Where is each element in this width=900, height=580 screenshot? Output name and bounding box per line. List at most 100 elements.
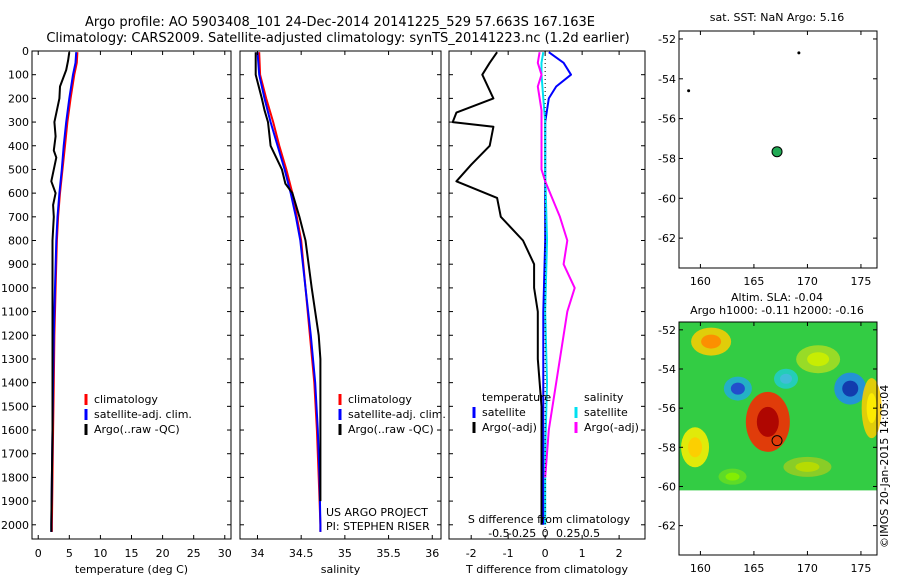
sla-map-title: Altim. SLA: -0.04 (731, 291, 823, 304)
temperature-profile-xtick-label: 0 (35, 547, 42, 560)
difference-xlabel-top: S difference from climatology (468, 513, 631, 526)
sla-anomaly-core (701, 334, 722, 349)
difference-profile-xtick-label: 1 (579, 547, 586, 560)
depth-tick-label: 1800 (1, 471, 29, 484)
depth-tick-label: 0 (22, 45, 29, 58)
sst-map-xtick-label: 170 (797, 275, 818, 288)
salinity-diff-tick-label: 0.25 (556, 527, 581, 540)
sst-map-panel: 160 165 170 175 -52 -54 -56 -58 -60 -62 sat. SST: … (658, 11, 878, 288)
sst-map-ytick-label: -56 (658, 113, 676, 126)
sla-anomaly-core (780, 373, 793, 384)
figure-title-line1: Argo profile: AO 5903408_101 24-Dec-2014… (85, 15, 595, 30)
difference-profile-series-salinity-satellite (540, 52, 548, 525)
sla-map-xtick-label: 170 (797, 562, 818, 575)
salinity-diff-tick-label: -0.5 (488, 527, 509, 540)
depth-tick-label: 400 (8, 140, 29, 153)
sla-map-xtick-label: 160 (690, 562, 711, 575)
salinity-diff-tick-label: 0 (542, 527, 549, 540)
salinity-panel: 34 34.5 35 35.5 36 salinity climatology satelli… (239, 50, 446, 576)
salinity-diff-tick-label: 0.5 (583, 527, 601, 540)
depth-tick-label: 200 (8, 92, 29, 105)
difference-panel: -2 -1 0 1 2 T difference from climatology -0.5… (448, 50, 646, 576)
sst-map-title: sat. SST: NaN Argo: 5.16 (710, 11, 844, 24)
temperature-panel: 0 5 10 15 20 25 30 temperature (deg C) 0 100 200 30… (1, 45, 232, 576)
depth-tick-label: 500 (8, 163, 29, 176)
sst-map-land-dot (797, 51, 801, 55)
salinity-profile-frame (239, 50, 442, 540)
difference-profile-xtick-label: -1 (503, 547, 514, 560)
sla-map-panel: 160 165 170 175 -52 -54 -56 -58 -60 -62 Altim. SLA… (658, 291, 882, 575)
sst-map-xtick-label: 160 (690, 275, 711, 288)
sst-map-ytick-label: -52 (658, 33, 676, 46)
temperature-profile-xtick-label: 30 (218, 547, 232, 560)
temperature-profile-xtick-label: 20 (156, 547, 170, 560)
sla-map-ytick-label: -54 (658, 363, 676, 376)
temperature-profile-xtick-label: 25 (187, 547, 201, 560)
salinity-legend-label: satellite-adj. clim. (348, 408, 446, 421)
sla-map-subtitle: Argo h1000: -0.11 h2000: -0.16 (690, 304, 864, 317)
depth-tick-label: 2000 (1, 519, 29, 532)
sla-map-ytick-label: -62 (658, 520, 676, 533)
difference-temperature-legend-label: temperature (482, 391, 551, 404)
depth-tick-label: 900 (8, 258, 29, 271)
depth-tick-label: 300 (8, 116, 29, 129)
salinity-annotation: US ARGO PROJECT (326, 506, 428, 519)
salinity-profile-xtick-label: 35.5 (376, 547, 401, 560)
depth-tick-label: 1200 (1, 329, 29, 342)
sla-anomaly-core (795, 461, 820, 472)
difference-salinity-legend-label: salinity (584, 391, 624, 404)
sla-map-xtick-label: 175 (850, 562, 871, 575)
imos-watermark: ©IMOS 20-Jan-2015 14:05:04 (878, 385, 891, 548)
depth-tick-label: 100 (8, 69, 29, 82)
depth-tick-label: 600 (8, 187, 29, 200)
sst-map-land-dot (687, 89, 691, 93)
depth-tick-label: 1900 (1, 495, 29, 508)
sla-map-xtick-label: 165 (743, 562, 764, 575)
sla-map-ytick-label: -58 (658, 441, 676, 454)
sla-map-ytick-label: -60 (658, 480, 676, 493)
depth-tick-label: 1500 (1, 400, 29, 413)
salinity-profile-xtick-label: 34 (250, 547, 264, 560)
temperature-profile-xtick-label: 15 (125, 547, 139, 560)
temperature-profile-xtick-label: 5 (66, 547, 73, 560)
sla-map-ytick-label: -56 (658, 402, 676, 415)
sla-map-ytick-label: -52 (658, 324, 676, 337)
sst-map-ytick-label: -58 (658, 152, 676, 165)
sst-map-ytick-label: -62 (658, 232, 676, 245)
salinity-profile-xlabel: salinity (321, 563, 361, 576)
sla-anomaly-core (725, 472, 740, 481)
temperature-profile-xtick-label: 10 (93, 547, 107, 560)
depth-tick-label: 1100 (1, 306, 29, 319)
difference-profile-xlabel: T difference from climatology (465, 563, 628, 576)
depth-tick-label: 1400 (1, 377, 29, 390)
salinity-legend-label: climatology (348, 393, 412, 406)
depth-tick-label: 800 (8, 235, 29, 248)
sla-anomaly-core (807, 352, 830, 367)
salinity-diff-tick-label: -0.25 (508, 527, 536, 540)
difference-profile-series-salinity-argo-adj- (536, 52, 576, 478)
temperature-legend-label: satellite-adj. clim. (94, 408, 192, 421)
sst-map-xtick-label: 165 (743, 275, 764, 288)
difference-profile-xtick-label: 0 (542, 547, 549, 560)
salinity-legend-label: Argo(..raw -QC) (348, 423, 434, 436)
sla-anomaly-core (866, 393, 877, 424)
depth-tick-label: 1300 (1, 353, 29, 366)
salinity-annotation: PI: STEPHEN RISER (326, 520, 430, 533)
sst-map-profile-marker (771, 146, 783, 158)
difference-salinity-legend-label: Argo(-adj) (584, 421, 639, 434)
sla-anomaly-core (688, 437, 703, 458)
difference-profile-xtick-label: 2 (616, 547, 623, 560)
sla-map-frame (678, 321, 878, 556)
sla-anomaly-core (730, 382, 745, 395)
sla-anomaly-core (756, 406, 779, 437)
sst-map-frame (678, 30, 878, 269)
salinity-profile-series-argo-raw-qc- (254, 52, 322, 502)
temperature-profile-frame (31, 50, 232, 540)
salinity-profile-xtick-label: 36 (425, 547, 439, 560)
salinity-profile-series-satellite-adj-clim- (256, 52, 322, 532)
temperature-profile-xlabel: temperature (deg C) (75, 563, 188, 576)
sla-anomaly-core (842, 380, 859, 397)
sst-map-xtick-label: 175 (850, 275, 871, 288)
depth-tick-label: 1000 (1, 282, 29, 295)
